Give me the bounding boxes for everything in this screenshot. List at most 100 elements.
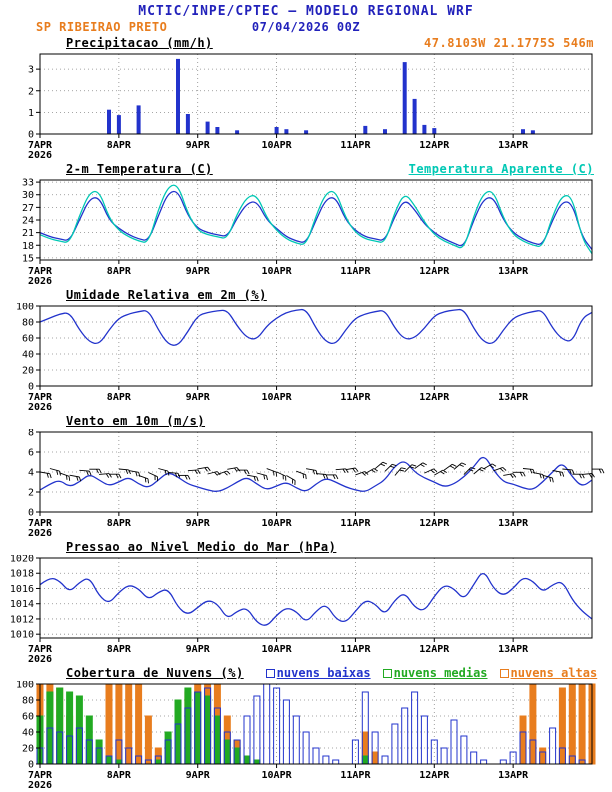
svg-text:8: 8 — [28, 429, 34, 439]
svg-text:8APR: 8APR — [107, 392, 132, 403]
svg-text:11APR: 11APR — [340, 770, 371, 781]
svg-text:1012: 1012 — [10, 615, 34, 626]
apparent-temperature-label: Temperatura Aparente (C) — [408, 162, 594, 176]
svg-text:0: 0 — [28, 130, 34, 141]
cloud-cover-title: Cobertura de Nuvens (%) — [66, 666, 244, 680]
svg-text:20: 20 — [22, 744, 34, 755]
svg-text:21: 21 — [22, 228, 34, 239]
svg-text:12APR: 12APR — [419, 266, 450, 277]
panel-humidity: Umidade Relativa em 2m (%) 0 20 40 60 80 100 7… — [0, 288, 612, 413]
svg-text:12APR: 12APR — [419, 392, 450, 403]
svg-text:4: 4 — [28, 468, 34, 479]
svg-text:2026: 2026 — [28, 654, 52, 665]
svg-text:1020: 1020 — [10, 555, 34, 565]
svg-text:80: 80 — [22, 696, 34, 707]
panel-cloud-cover: Cobertura de Nuvens (%) nuvens baixas nuve… — [0, 666, 612, 791]
wind-title: Vento em 10m (m/s) — [66, 414, 206, 428]
panel-precipitation: Precipitacao (mm/h) 47.8103W 21.1775S 54… — [0, 36, 612, 161]
svg-text:15: 15 — [22, 253, 34, 264]
svg-text:9APR: 9APR — [186, 392, 211, 403]
svg-text:2026: 2026 — [28, 402, 52, 413]
svg-text:9APR: 9APR — [186, 644, 211, 655]
svg-text:7APR: 7APR — [28, 644, 53, 655]
location-label: 47.8103W 21.1775S 546m — [424, 36, 594, 50]
svg-text:8APR: 8APR — [107, 266, 132, 277]
svg-text:0: 0 — [28, 382, 34, 393]
svg-text:100: 100 — [16, 303, 34, 313]
svg-text:8APR: 8APR — [107, 770, 132, 781]
svg-text:0: 0 — [28, 760, 34, 771]
svg-text:11APR: 11APR — [340, 644, 371, 655]
svg-text:12APR: 12APR — [419, 140, 450, 151]
high-clouds-label: nuvens altas — [510, 666, 598, 680]
svg-text:60: 60 — [22, 334, 34, 345]
svg-text:9APR: 9APR — [186, 518, 211, 529]
svg-text:2: 2 — [28, 86, 34, 97]
high-clouds-swatch-icon — [499, 669, 509, 678]
low-clouds-label: nuvens baixas — [276, 666, 371, 680]
svg-text:2026: 2026 — [28, 276, 52, 287]
run-time-label: 07/04/2026 00Z — [251, 20, 361, 34]
svg-text:2026: 2026 — [28, 780, 52, 791]
svg-text:13APR: 13APR — [498, 266, 529, 277]
svg-text:20: 20 — [22, 366, 34, 377]
svg-text:9APR: 9APR — [186, 140, 211, 151]
svg-text:13APR: 13APR — [498, 392, 529, 403]
svg-text:0: 0 — [28, 508, 34, 519]
svg-text:12APR: 12APR — [419, 770, 450, 781]
pressure-title: Pressao ao Nivel Medio do Mar (hPa) — [66, 540, 337, 554]
svg-text:100: 100 — [16, 681, 34, 691]
svg-text:13APR: 13APR — [498, 770, 529, 781]
svg-text:9APR: 9APR — [186, 266, 211, 277]
mid-clouds-swatch-icon — [382, 669, 392, 678]
svg-text:9APR: 9APR — [186, 770, 211, 781]
svg-text:33: 33 — [22, 178, 34, 189]
svg-text:80: 80 — [22, 318, 34, 329]
svg-text:18: 18 — [22, 241, 34, 252]
svg-text:10APR: 10APR — [262, 518, 293, 529]
svg-text:12APR: 12APR — [419, 644, 450, 655]
svg-text:7APR: 7APR — [28, 140, 53, 151]
svg-text:10APR: 10APR — [262, 770, 293, 781]
svg-text:27: 27 — [22, 203, 34, 214]
panel-wind: Vento em 10m (m/s) 0 2 4 6 8 7APR 2026 8APR 9APR… — [0, 414, 612, 539]
svg-text:7APR: 7APR — [28, 392, 53, 403]
station-label: SP RIBEIRAO PRETO — [36, 20, 168, 34]
svg-text:11APR: 11APR — [340, 518, 371, 529]
svg-text:13APR: 13APR — [498, 644, 529, 655]
svg-text:8APR: 8APR — [107, 140, 132, 151]
svg-text:11APR: 11APR — [340, 392, 371, 403]
svg-text:7APR: 7APR — [28, 266, 53, 277]
svg-text:12APR: 12APR — [419, 518, 450, 529]
svg-text:1014: 1014 — [10, 599, 34, 610]
svg-text:10APR: 10APR — [262, 392, 293, 403]
cloud-legend: nuvens baixas nuvens medias nuvens altas — [254, 666, 598, 680]
svg-text:40: 40 — [22, 728, 34, 739]
svg-text:7APR: 7APR — [28, 770, 53, 781]
svg-text:8APR: 8APR — [107, 644, 132, 655]
legend-item-mid-clouds: nuvens medias — [382, 666, 488, 680]
svg-text:2026: 2026 — [28, 150, 52, 161]
svg-text:1: 1 — [28, 108, 34, 119]
legend-item-high-clouds: nuvens altas — [499, 666, 598, 680]
svg-text:11APR: 11APR — [340, 266, 371, 277]
svg-text:1018: 1018 — [10, 569, 34, 580]
svg-text:13APR: 13APR — [498, 140, 529, 151]
mid-clouds-label: nuvens medias — [393, 666, 488, 680]
svg-text:40: 40 — [22, 350, 34, 361]
precipitation-title: Precipitacao (mm/h) — [66, 36, 213, 50]
svg-text:7APR: 7APR — [28, 518, 53, 529]
svg-text:10APR: 10APR — [262, 140, 293, 151]
svg-text:2: 2 — [28, 488, 34, 499]
svg-text:2026: 2026 — [28, 528, 52, 539]
svg-text:1010: 1010 — [10, 630, 34, 641]
svg-text:8APR: 8APR — [107, 518, 132, 529]
svg-text:60: 60 — [22, 712, 34, 723]
